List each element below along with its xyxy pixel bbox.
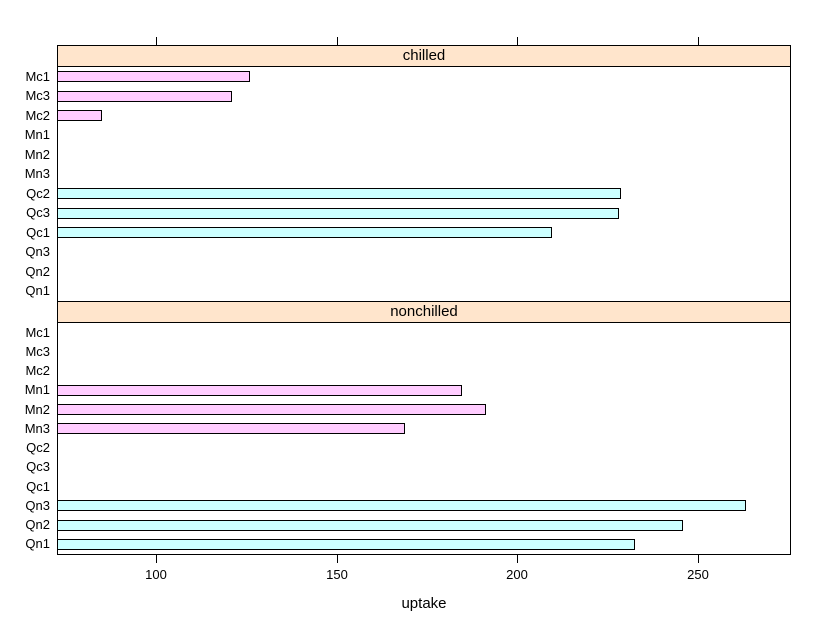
y-category-label: Qc3	[26, 459, 50, 474]
y-category-label: Mn2	[24, 402, 50, 417]
y-category-label: Qc1	[26, 225, 50, 240]
strip-nonchilled: nonchilled	[57, 301, 791, 323]
y-category-label: Mc3	[25, 344, 50, 359]
x-axis-tick-label: 100	[145, 567, 167, 582]
x-axis-tick-bottom	[156, 555, 157, 563]
x-axis-tick-top	[698, 37, 699, 45]
y-category-label: Qc1	[26, 479, 50, 494]
x-axis-tick-bottom	[337, 555, 338, 563]
x-axis-tick-bottom	[517, 555, 518, 563]
y-category-label: Qn1	[25, 536, 50, 551]
y-category-label: Qn3	[25, 498, 50, 513]
x-axis-tick-bottom	[698, 555, 699, 563]
y-category-label: Qc2	[26, 440, 50, 455]
y-category-label: Mc3	[25, 88, 50, 103]
bar-nonchilled-Qn2	[57, 520, 683, 531]
strip-nonchilled-label: nonchilled	[390, 303, 458, 320]
bar-chilled-Qc1	[57, 227, 552, 238]
y-category-label: Mn1	[24, 382, 50, 397]
y-category-label: Qn2	[25, 517, 50, 532]
y-category-label: Qc3	[26, 205, 50, 220]
bar-nonchilled-Mn3	[57, 423, 405, 434]
x-axis-tick-top	[517, 37, 518, 45]
bar-nonchilled-Mn2	[57, 404, 486, 415]
y-category-label: Mc1	[25, 325, 50, 340]
strip-chilled-label: chilled	[402, 47, 446, 64]
y-category-label: Mc2	[25, 363, 50, 378]
x-axis-tick-label: 250	[687, 567, 709, 582]
plot-border	[57, 45, 791, 555]
y-category-label: Mc2	[25, 108, 50, 123]
y-category-label: Mc1	[25, 69, 50, 84]
bar-chilled-Mc1	[57, 71, 250, 82]
bar-nonchilled-Qn1	[57, 539, 635, 550]
bar-chilled-Mc3	[57, 91, 232, 102]
x-axis-title: uptake	[401, 595, 447, 612]
x-axis-tick-top	[156, 37, 157, 45]
x-axis-tick-label: 200	[506, 567, 528, 582]
strip-chilled: chilled	[57, 45, 791, 67]
bar-chilled-Qc2	[57, 188, 621, 199]
y-category-label: Qn1	[25, 283, 50, 298]
y-category-label: Mn2	[24, 147, 50, 162]
bar-nonchilled-Mn1	[57, 385, 462, 396]
x-axis-tick-label: 150	[326, 567, 348, 582]
bar-chilled-Mc2	[57, 110, 102, 121]
y-category-label: Qc2	[26, 186, 50, 201]
x-axis-tick-top	[337, 37, 338, 45]
y-category-label: Mn3	[24, 166, 50, 181]
y-category-label: Qn2	[25, 264, 50, 279]
y-category-label: Mn3	[24, 421, 50, 436]
bar-nonchilled-Qn3	[57, 500, 746, 511]
bar-chilled-Qc3	[57, 208, 619, 219]
y-category-label: Mn1	[24, 127, 50, 142]
y-category-label: Qn3	[25, 244, 50, 259]
